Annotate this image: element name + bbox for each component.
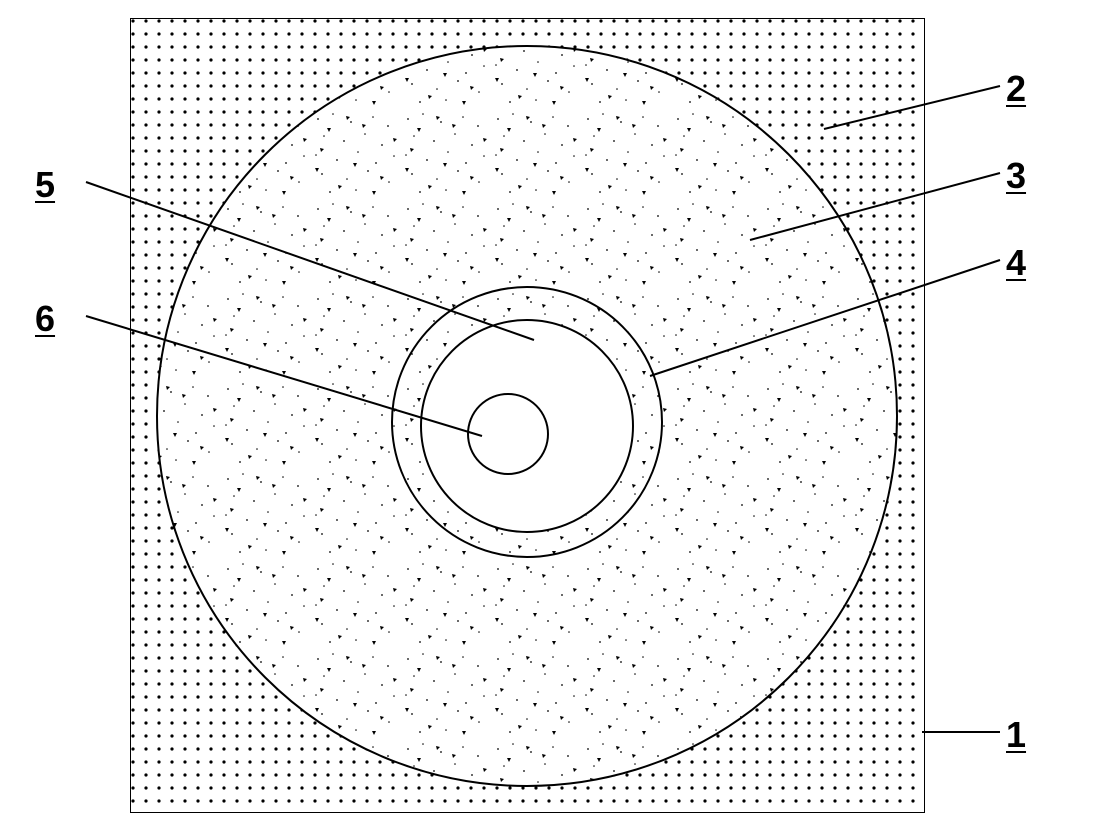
label-1: 1 (1006, 714, 1026, 756)
label-5: 5 (35, 164, 55, 206)
diagram-container (130, 18, 925, 813)
label-6: 6 (35, 298, 55, 340)
label-2: 2 (1006, 68, 1026, 110)
region-6-center (468, 394, 548, 474)
label-4: 4 (1006, 242, 1026, 284)
label-3: 3 (1006, 155, 1026, 197)
cross-section-svg (130, 18, 925, 813)
